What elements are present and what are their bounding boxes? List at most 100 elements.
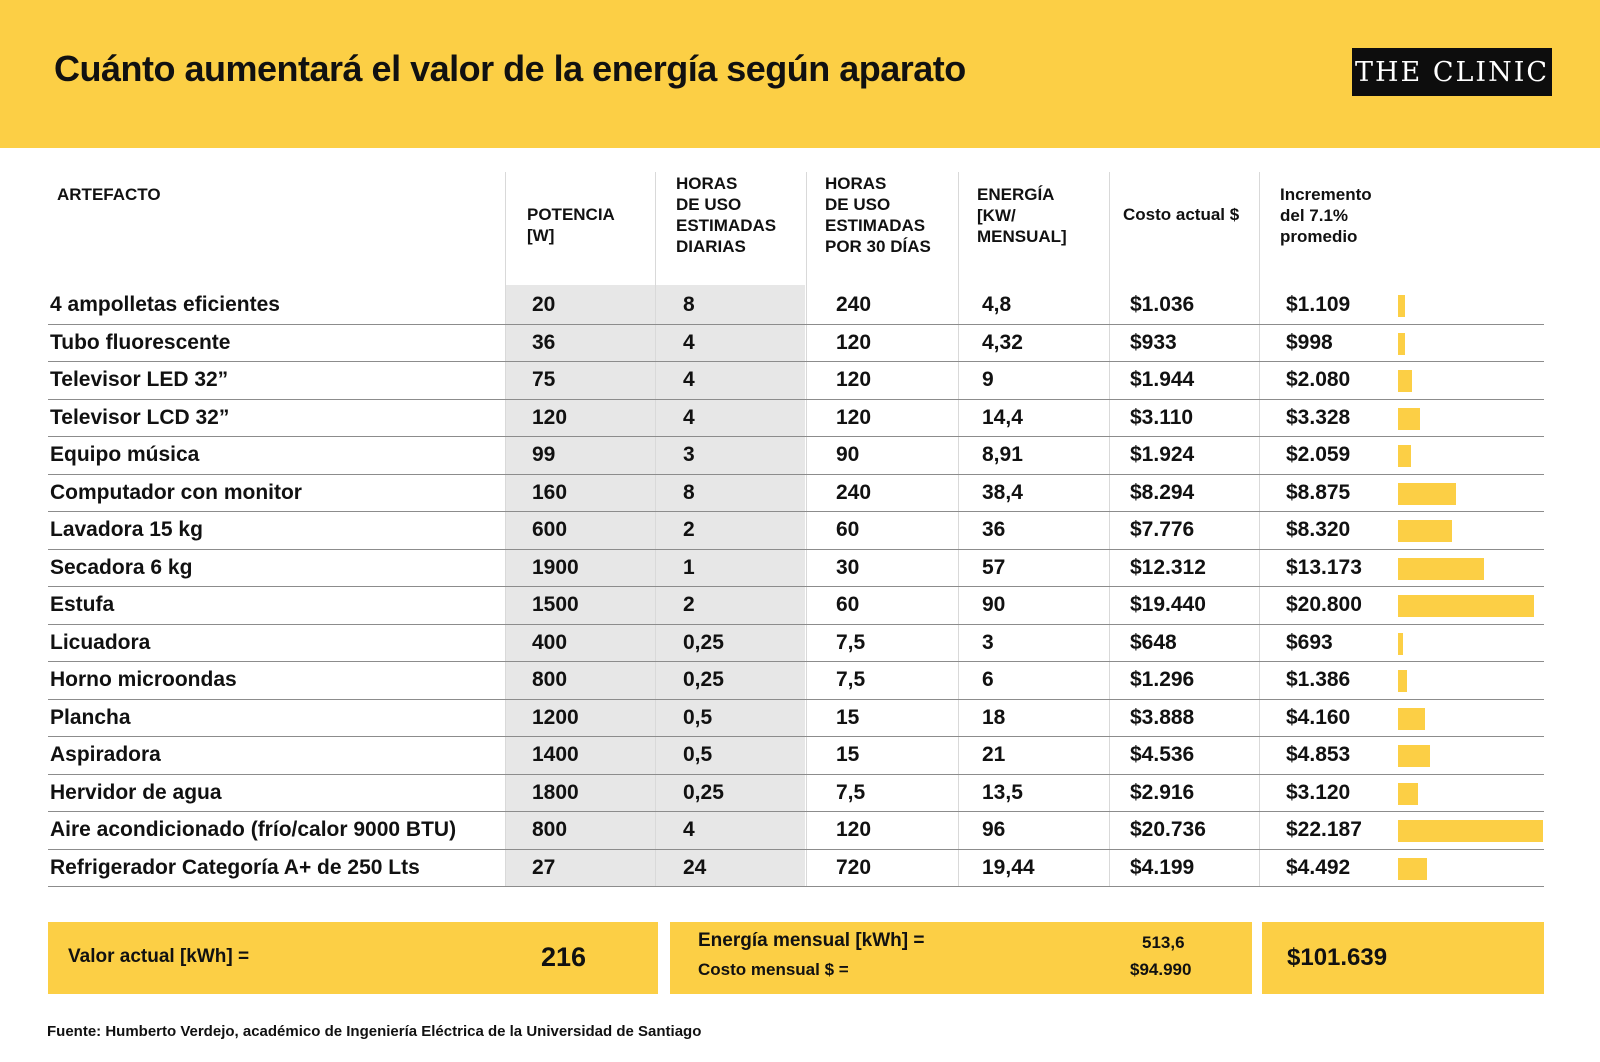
cell-horas-30-dias: 15 — [836, 705, 860, 729]
cell-horas-30-dias: 720 — [836, 855, 872, 879]
column-divider — [1109, 172, 1110, 886]
energia-mensual-value: 513,6 — [1142, 933, 1185, 952]
cell-costo: $1.296 — [1130, 668, 1195, 691]
cell-incremento: $8.875 — [1286, 480, 1351, 504]
header-incremento: Incremento del 7.1% promedio — [1280, 185, 1372, 246]
table-row: Aspiradora 1400 0,5 15 21 $4.536 $4.853 — [48, 737, 1544, 775]
cell-artefacto: Plancha — [50, 705, 131, 729]
table-row: Tubo fluorescente 36 4 120 4,32 $933 $998 — [48, 325, 1544, 362]
cell-incremento: $998 — [1286, 330, 1333, 354]
header-horas-diarias: HORAS DE USO ESTIMADAS DIARIAS — [676, 174, 777, 256]
cell-horas-30-dias: 120 — [836, 330, 872, 354]
table-row: Lavadora 15 kg 600 2 60 36 $7.776 $8.320 — [48, 512, 1544, 550]
cell-potencia: 800 — [532, 818, 568, 841]
cell-horas-30-dias: 7,5 — [836, 630, 866, 654]
valor-value: 216 — [541, 942, 587, 972]
incremento-bar — [1398, 520, 1452, 542]
brand-logo: THE CLINIC — [1352, 48, 1552, 96]
cell-energia: 14,4 — [982, 405, 1023, 429]
cell-potencia: 120 — [532, 405, 568, 429]
cell-incremento: $13.173 — [1286, 555, 1362, 579]
cell-potencia: 1500 — [532, 593, 579, 616]
cell-horas-diarias: 8 — [683, 480, 695, 504]
cell-artefacto: Televisor LCD 32” — [50, 405, 230, 429]
cell-horas-30-dias: 60 — [836, 518, 860, 541]
cell-incremento: $3.120 — [1286, 780, 1351, 804]
table-row: Televisor LCD 32” 120 4 120 14,4 $3.110 $3.328 — [48, 400, 1544, 437]
table-row: Plancha 1200 0,5 15 18 $3.888 $4.160 — [48, 700, 1544, 737]
table-row: Computador con monitor 160 8 240 38,4 $8.294 $… — [48, 475, 1544, 512]
incremento-bar — [1398, 707, 1425, 730]
cell-costo: $1.944 — [1130, 368, 1195, 391]
cell-horas-30-dias: 120 — [836, 368, 872, 391]
cell-artefacto: Aire acondicionado (frío/calor 9000 BTU) — [50, 818, 457, 841]
table-row: Refrigerador Categoría A+ de 250 Lts 27 24… — [48, 850, 1544, 887]
data-table: 4 ampolletas eficientes 20 8 240 4,8 $1.036 $1… — [48, 287, 1544, 887]
incremento-bar — [1398, 445, 1411, 467]
cell-artefacto: Horno microondas — [50, 668, 237, 691]
cell-costo: $2.916 — [1130, 780, 1195, 804]
cell-horas-diarias: 24 — [683, 855, 707, 879]
cell-energia: 4,8 — [982, 293, 1012, 316]
cell-energia: 18 — [982, 705, 1006, 729]
cell-potencia: 75 — [532, 368, 556, 391]
valor-label: Valor actual [kWh] = — [68, 946, 250, 967]
costo-mensual-value: $94.990 — [1130, 960, 1192, 979]
cell-costo: $4.199 — [1130, 855, 1195, 879]
cell-costo: $4.536 — [1130, 743, 1195, 766]
cell-horas-diarias: 4 — [683, 818, 695, 841]
cell-horas-30-dias: 7,5 — [836, 668, 866, 691]
cell-artefacto: Televisor LED 32” — [50, 368, 229, 391]
cell-incremento: $8.320 — [1286, 518, 1351, 541]
table-row: 4 ampolletas eficientes 20 8 240 4,8 $1.036 $1… — [48, 287, 1544, 325]
header-artefacto: ARTEFACTO — [57, 185, 161, 204]
cell-costo: $19.440 — [1130, 593, 1206, 616]
cell-energia: 19,44 — [982, 855, 1035, 879]
cell-energia: 21 — [982, 743, 1006, 766]
cell-potencia: 1900 — [532, 555, 579, 579]
cell-potencia: 800 — [532, 668, 568, 691]
cell-artefacto: Refrigerador Categoría A+ de 250 Lts — [50, 855, 420, 879]
incremento-bar — [1398, 295, 1405, 317]
table-row: Horno microondas 800 0,25 7,5 6 $1.296 $1.386 — [48, 662, 1544, 700]
energia-mensual-label: Energía mensual [kWh] = — [698, 930, 925, 951]
cell-potencia: 600 — [532, 518, 568, 541]
incremento-bar — [1398, 595, 1534, 617]
cell-potencia: 99 — [532, 443, 556, 466]
cell-artefacto: Computador con monitor — [50, 480, 302, 504]
cell-horas-diarias: 0,5 — [683, 743, 713, 766]
footer-totales-box: Energía mensual [kWh] = 513,6 Costo mens… — [670, 922, 1252, 994]
header-horas-30-dias: HORAS DE USO ESTIMADAS POR 30 DÍAS — [825, 174, 931, 256]
cell-horas-diarias: 0,5 — [683, 705, 713, 729]
incremento-bar — [1398, 857, 1427, 880]
cell-potencia: 27 — [532, 855, 556, 879]
cell-potencia: 1400 — [532, 743, 579, 766]
cell-incremento: $4.492 — [1286, 855, 1351, 879]
cell-costo: $933 — [1130, 330, 1177, 354]
cell-horas-diarias: 4 — [683, 330, 695, 354]
cell-incremento: $3.328 — [1286, 405, 1351, 429]
cell-potencia: 160 — [532, 480, 568, 504]
incremento-bar — [1398, 332, 1405, 355]
cell-energia: 57 — [982, 555, 1006, 579]
cell-artefacto: Licuadora — [50, 630, 151, 654]
cell-costo: $3.888 — [1130, 705, 1195, 729]
cell-artefacto: Equipo música — [50, 443, 200, 466]
table-row: Televisor LED 32” 75 4 120 9 $1.944 $2.080 — [48, 362, 1544, 400]
cell-potencia: 400 — [532, 630, 568, 654]
cell-energia: 3 — [982, 630, 994, 654]
table-row: Equipo música 99 3 90 8,91 $1.924 $2.059 — [48, 437, 1544, 475]
cell-energia: 6 — [982, 668, 994, 691]
cell-horas-diarias: 3 — [683, 443, 695, 466]
cell-horas-30-dias: 15 — [836, 743, 860, 766]
cell-potencia: 1800 — [532, 780, 579, 804]
page-title: Cuánto aumentará el valor de la energía … — [54, 48, 966, 89]
cell-artefacto: 4 ampolletas eficientes — [50, 293, 280, 316]
table-row: Secadora 6 kg 1900 1 30 57 $12.312 $13.173 — [48, 550, 1544, 587]
footer-total-box: $101.639 — [1262, 922, 1544, 994]
column-divider — [806, 172, 807, 886]
cell-artefacto: Estufa — [50, 593, 115, 616]
header-energia: ENERGÍA [KW/MENSUAL] — [977, 185, 1067, 246]
cell-potencia: 20 — [532, 293, 556, 316]
column-divider — [1259, 172, 1260, 886]
